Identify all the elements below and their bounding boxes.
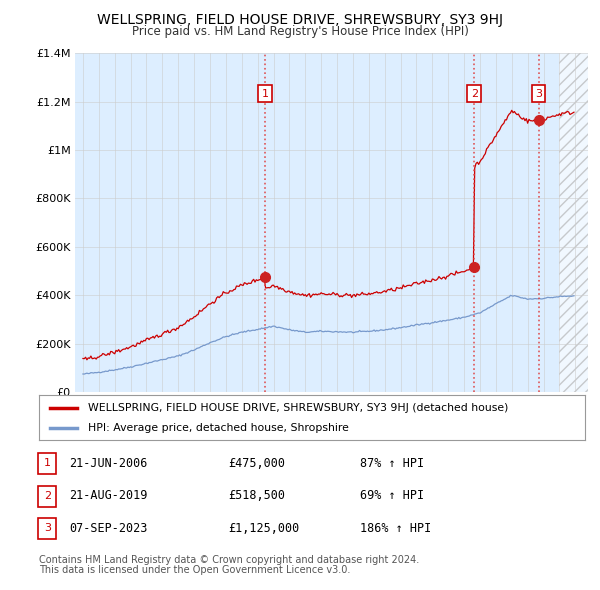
Text: 3: 3 bbox=[44, 523, 51, 533]
Text: 1: 1 bbox=[262, 89, 269, 99]
Text: £518,500: £518,500 bbox=[228, 489, 285, 502]
Text: WELLSPRING, FIELD HOUSE DRIVE, SHREWSBURY, SY3 9HJ: WELLSPRING, FIELD HOUSE DRIVE, SHREWSBUR… bbox=[97, 13, 503, 27]
Text: £1,125,000: £1,125,000 bbox=[228, 522, 299, 535]
Text: £475,000: £475,000 bbox=[228, 457, 285, 470]
Text: HPI: Average price, detached house, Shropshire: HPI: Average price, detached house, Shro… bbox=[88, 424, 349, 434]
Text: 186% ↑ HPI: 186% ↑ HPI bbox=[360, 522, 431, 535]
Text: WELLSPRING, FIELD HOUSE DRIVE, SHREWSBURY, SY3 9HJ (detached house): WELLSPRING, FIELD HOUSE DRIVE, SHREWSBUR… bbox=[88, 403, 509, 412]
Text: 2: 2 bbox=[471, 89, 478, 99]
Text: 69% ↑ HPI: 69% ↑ HPI bbox=[360, 489, 424, 502]
Text: This data is licensed under the Open Government Licence v3.0.: This data is licensed under the Open Gov… bbox=[39, 565, 350, 575]
Text: Price paid vs. HM Land Registry's House Price Index (HPI): Price paid vs. HM Land Registry's House … bbox=[131, 25, 469, 38]
Text: 3: 3 bbox=[535, 89, 542, 99]
Text: 21-AUG-2019: 21-AUG-2019 bbox=[69, 489, 148, 502]
Text: 21-JUN-2006: 21-JUN-2006 bbox=[69, 457, 148, 470]
Text: 1: 1 bbox=[44, 458, 51, 468]
Text: 87% ↑ HPI: 87% ↑ HPI bbox=[360, 457, 424, 470]
Text: Contains HM Land Registry data © Crown copyright and database right 2024.: Contains HM Land Registry data © Crown c… bbox=[39, 555, 419, 565]
Text: 2: 2 bbox=[44, 491, 51, 500]
Text: 07-SEP-2023: 07-SEP-2023 bbox=[69, 522, 148, 535]
